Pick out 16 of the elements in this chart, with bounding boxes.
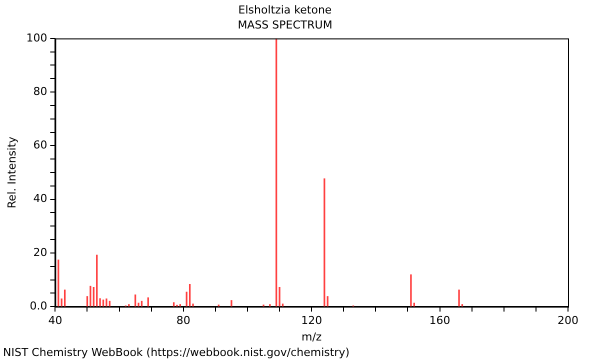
y-tick-label: 40 (33, 192, 48, 206)
x-axis-title: m/z (301, 330, 322, 344)
x-tick-label: 200 (558, 314, 578, 328)
y-tick-label: 0.0 (30, 299, 48, 312)
y-tick-label: 60 (33, 138, 48, 152)
x-tick-label: 40 (48, 314, 62, 328)
y-tick-label: 100 (26, 31, 48, 44)
x-tick-label: 80 (176, 314, 190, 328)
text: NIST Chemistry WebBook (https://webbook.nist.gov/chemistry) (3, 346, 350, 359)
chart-title: Elsholtzia ketone (238, 3, 332, 16)
chart-subtitle: MASS SPECTRUM (238, 18, 332, 32)
x-tick-label: 160 (429, 314, 450, 328)
y-axis-title: Rel. Intensity (5, 136, 18, 208)
y-tick-label: 80 (33, 84, 48, 98)
y-tick-label: 20 (33, 246, 48, 259)
x-tick-label: 120 (301, 314, 322, 328)
